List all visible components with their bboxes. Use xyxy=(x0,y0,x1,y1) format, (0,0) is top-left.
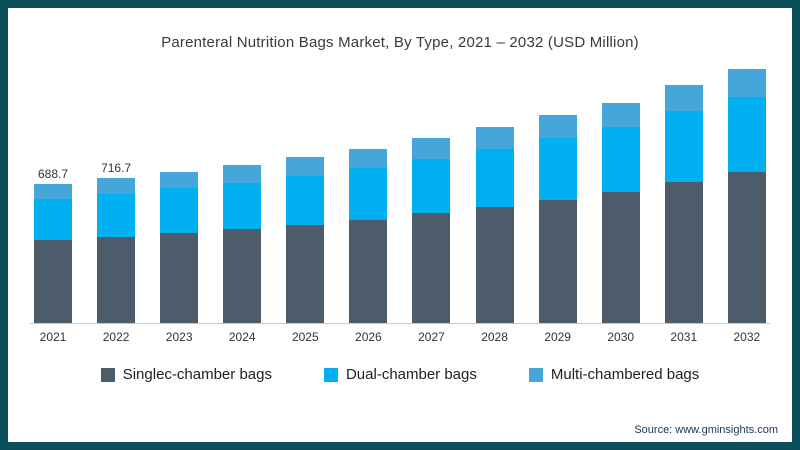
bar-segment xyxy=(727,171,766,323)
x-axis-label: 2025 xyxy=(291,330,319,344)
x-axis-label: 2029 xyxy=(544,330,571,344)
bar-stack xyxy=(475,127,514,323)
bar-segment xyxy=(160,171,199,189)
bar-stack xyxy=(160,171,199,323)
bar-value-label: 716.7 xyxy=(101,161,132,176)
bar-segment xyxy=(664,181,703,323)
legend-swatch xyxy=(528,367,543,382)
bar-segment xyxy=(601,127,640,193)
bar-segment xyxy=(160,188,199,234)
bar-segment xyxy=(223,229,262,323)
bar-stack xyxy=(349,149,388,323)
bar-column xyxy=(160,171,199,323)
bar-column xyxy=(286,157,325,323)
bar-segment xyxy=(412,158,451,214)
x-axis-label: 2032 xyxy=(733,330,761,344)
bar-segment xyxy=(538,114,577,138)
bar-column xyxy=(538,114,577,323)
bar-segment xyxy=(223,182,262,230)
legend-item: Multi-chambered bags xyxy=(528,366,700,383)
bar-value-label: 688.7 xyxy=(37,166,69,181)
bar-segment xyxy=(160,233,199,323)
bar-column: 716.7 xyxy=(97,161,136,323)
bar-stack xyxy=(601,102,640,323)
bar-stack xyxy=(97,178,136,323)
bar-segment xyxy=(475,148,514,207)
x-axis-label: 2024 xyxy=(228,330,256,344)
bar-segment xyxy=(97,178,136,194)
x-axis-label: 2023 xyxy=(165,330,193,344)
legend: Singlec-chamber bags Dual-chamber bags Mul… xyxy=(8,366,792,383)
x-axis-line xyxy=(30,323,770,324)
bar-segment xyxy=(727,96,766,172)
bar-segment xyxy=(412,138,451,159)
bar-stack xyxy=(664,84,703,323)
bar-column xyxy=(664,84,703,323)
x-axis-label: 2027 xyxy=(418,330,445,344)
bar-segment xyxy=(349,149,388,169)
bar-column xyxy=(349,149,388,323)
bar-segment xyxy=(475,206,514,323)
legend-label: Multi-chambered bags xyxy=(550,366,700,383)
bar-segment xyxy=(664,110,703,182)
x-axis-label: 2021 xyxy=(39,330,67,344)
bar-column: 688.7 xyxy=(34,167,72,323)
bar-stack xyxy=(286,157,325,323)
bar-segment xyxy=(34,183,72,199)
bar-segment xyxy=(286,224,325,323)
bar-segment xyxy=(286,157,325,176)
bar-segment xyxy=(538,199,577,323)
bar-segment xyxy=(601,102,640,128)
bar-column xyxy=(601,102,640,323)
bar-segment xyxy=(349,168,388,220)
bar-segment xyxy=(223,165,262,183)
plot-area: 688.7 716.7 xyxy=(34,65,766,323)
bar-segment xyxy=(727,68,766,97)
bar-segment xyxy=(601,192,640,323)
x-axis-label: 2028 xyxy=(481,330,508,344)
bar-segment xyxy=(97,236,136,323)
bar-stack xyxy=(538,114,577,323)
bar-segment xyxy=(286,175,325,225)
x-axis-label: 2026 xyxy=(355,330,382,344)
legend-item: Singlec-chamber bags xyxy=(100,366,272,383)
x-axis-label: 2022 xyxy=(102,330,130,344)
bar-segment xyxy=(475,127,514,149)
legend-label: Singlec-chamber bags xyxy=(122,366,272,383)
bar-segment xyxy=(34,240,72,323)
x-axis-label: 2030 xyxy=(607,330,635,344)
bar-segment xyxy=(97,193,136,237)
bar-column xyxy=(727,68,766,323)
legend-swatch xyxy=(100,367,115,382)
bar-segment xyxy=(538,137,577,200)
bar-segment xyxy=(664,84,703,111)
legend-label: Dual-chamber bags xyxy=(345,366,477,383)
bar-segment xyxy=(412,213,451,323)
bar-column xyxy=(475,127,514,323)
bar-stack xyxy=(223,165,262,323)
x-axis-labels: 2021 2022 2023 2024 2025 2026 2027 2028 2029 2030… xyxy=(34,330,766,344)
x-axis-label: 2031 xyxy=(670,330,698,344)
bar-segment xyxy=(34,198,72,241)
bar-stack xyxy=(727,68,766,323)
source-text: Source: www.gminsights.com xyxy=(634,424,778,436)
legend-item: Dual-chamber bags xyxy=(323,366,477,383)
bar-segment xyxy=(349,219,388,323)
bar-column xyxy=(412,138,451,323)
bar-column xyxy=(223,165,262,323)
bar-stack xyxy=(412,138,451,323)
bar-stack xyxy=(34,183,72,323)
chart-title: Parenteral Nutrition Bags Market, By Typ… xyxy=(161,34,639,51)
legend-swatch xyxy=(323,367,338,382)
